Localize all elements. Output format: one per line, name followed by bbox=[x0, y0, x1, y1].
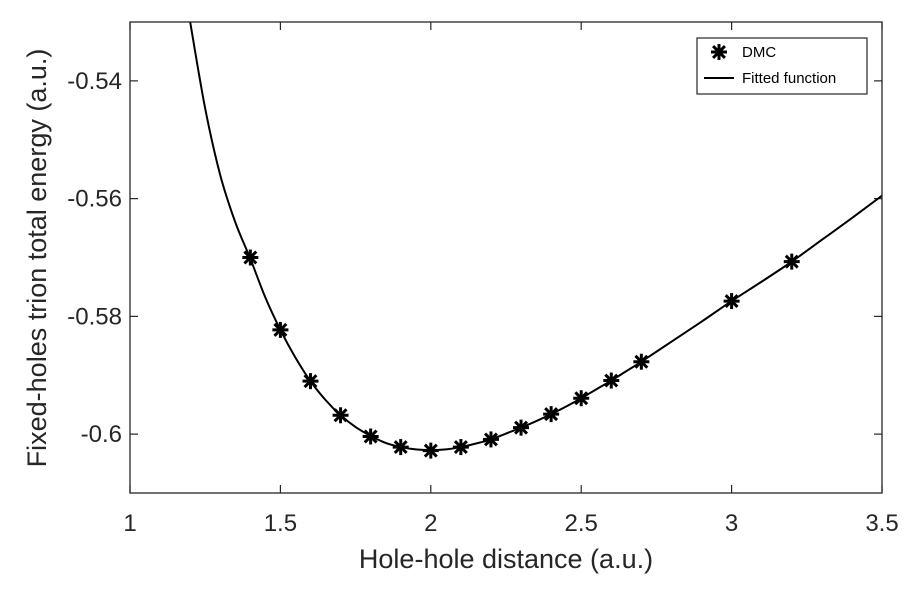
x-tick-label: 3 bbox=[725, 510, 738, 537]
data-point-dmc bbox=[573, 390, 590, 407]
data-point-dmc bbox=[332, 407, 349, 424]
data-point-dmc bbox=[272, 321, 289, 338]
data-point-dmc bbox=[633, 353, 650, 370]
x-tick-label: 3.5 bbox=[865, 510, 898, 537]
x-tick-label: 1.5 bbox=[264, 510, 297, 537]
plot-frame bbox=[129, 21, 883, 494]
y-axis-label: Fixed-holes trion total energy (a.u.) bbox=[22, 49, 52, 468]
x-tick-label: 2.5 bbox=[565, 510, 598, 537]
data-point-dmc bbox=[392, 439, 409, 456]
legend-marker-dmc bbox=[711, 44, 727, 60]
data-point-dmc bbox=[482, 431, 499, 448]
data-point-dmc bbox=[242, 249, 259, 266]
x-tick-label: 2 bbox=[424, 510, 437, 537]
legend-marker-asterisk bbox=[711, 44, 727, 60]
data-point-dmc bbox=[603, 372, 620, 389]
data-point-dmc bbox=[543, 406, 560, 423]
legend-label-fitted: Fitted function bbox=[742, 70, 836, 87]
data-point-dmc bbox=[302, 373, 319, 390]
data-point-dmc bbox=[422, 442, 439, 459]
data-point-dmc bbox=[362, 428, 379, 445]
y-tick-label: -0.56 bbox=[67, 186, 122, 213]
x-axis-label: Hole-hole distance (a.u.) bbox=[359, 544, 653, 574]
data-point-dmc bbox=[723, 293, 740, 310]
y-tick-label: -0.58 bbox=[67, 303, 122, 330]
y-tick-label: -0.54 bbox=[67, 68, 122, 95]
data-point-dmc bbox=[783, 253, 800, 270]
x-tick-label: 1 bbox=[123, 510, 136, 537]
legend-label-dmc: DMC bbox=[742, 44, 776, 61]
y-tick-label: -0.6 bbox=[81, 421, 122, 448]
data-point-dmc bbox=[452, 439, 469, 456]
legend: DMC Fitted function bbox=[696, 37, 868, 95]
data-point-dmc bbox=[513, 419, 530, 436]
